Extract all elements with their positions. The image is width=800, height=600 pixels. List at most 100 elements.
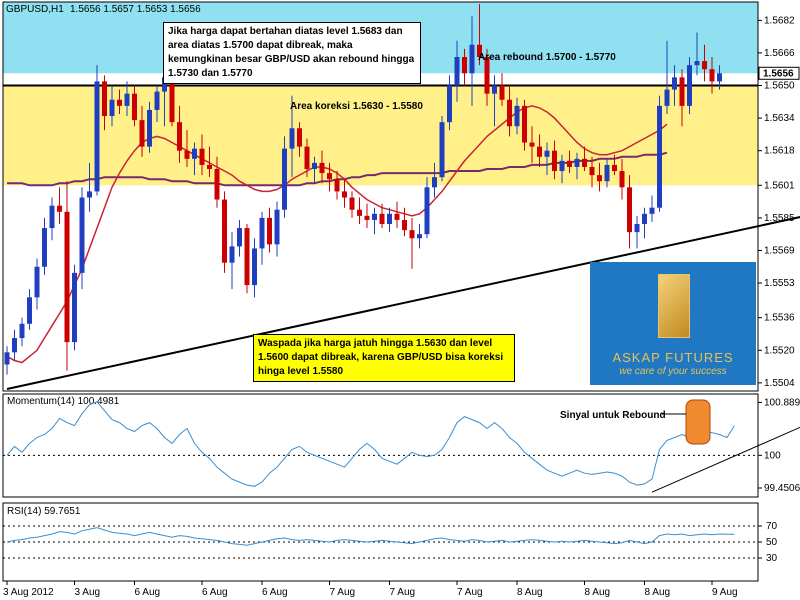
candle-body bbox=[147, 109, 152, 147]
candle-body bbox=[267, 217, 272, 245]
candle-body bbox=[642, 213, 647, 224]
momentum-axis: 100.8892 100 99.4506 bbox=[758, 397, 800, 494]
candle-body bbox=[514, 105, 520, 127]
candle bbox=[642, 207, 647, 239]
candle-body bbox=[162, 77, 167, 92]
candle-body bbox=[454, 56, 460, 86]
support-trendline bbox=[6, 216, 800, 390]
candle-body bbox=[597, 175, 602, 182]
candle bbox=[612, 154, 617, 176]
candle-body bbox=[4, 352, 10, 365]
candle bbox=[522, 99, 527, 151]
candle-body bbox=[559, 160, 565, 172]
candle bbox=[462, 48, 467, 86]
last-price-label: 1.5656 bbox=[763, 68, 794, 79]
logo-emblem-icon bbox=[658, 274, 690, 338]
rsi-axis: 70 50 30 bbox=[758, 521, 778, 564]
time-tick-label: 3 Aug 2012 bbox=[3, 587, 54, 598]
price-tick-label: 1.5585 bbox=[764, 213, 795, 224]
candle-body bbox=[252, 248, 257, 286]
candle bbox=[19, 317, 25, 347]
candle-body bbox=[177, 122, 182, 151]
candle bbox=[222, 191, 227, 273]
candle bbox=[79, 187, 85, 290]
candle bbox=[619, 158, 625, 200]
candle bbox=[267, 207, 272, 253]
candle bbox=[139, 105, 145, 157]
candle-body bbox=[469, 44, 475, 74]
candle-body bbox=[604, 164, 610, 182]
candle bbox=[327, 162, 332, 192]
candle bbox=[199, 134, 205, 176]
price-tick-label: 1.5682 bbox=[764, 15, 795, 26]
candle bbox=[282, 136, 287, 218]
askap-futures-logo: ASKAP FUTURES we care of your success bbox=[590, 262, 756, 385]
candle-body bbox=[169, 77, 175, 123]
time-tick-label: 8 Aug bbox=[517, 587, 543, 598]
rebound-area-label: Area rebound 1.5700 - 1.5770 bbox=[478, 52, 616, 63]
candle bbox=[132, 85, 137, 127]
candle-body bbox=[139, 120, 145, 147]
price-tick-label: 1.5553 bbox=[764, 278, 795, 289]
candle-body bbox=[717, 73, 722, 82]
momentum-panel-frame bbox=[2, 393, 759, 498]
candle-body bbox=[402, 219, 407, 231]
candle bbox=[49, 197, 55, 241]
candle bbox=[484, 48, 490, 106]
candle bbox=[664, 40, 670, 115]
price-tick-label: 1.5569 bbox=[764, 245, 795, 256]
price-axis: 1.5682 1.5666 1.5650 1.5634 1.5618 1.5601 1.55… bbox=[758, 15, 800, 389]
candle bbox=[492, 75, 497, 127]
logo-name: ASKAP FUTURES bbox=[612, 350, 734, 365]
logo-tagline: we care of your success bbox=[619, 366, 727, 377]
candle-body bbox=[132, 93, 137, 121]
candle-body bbox=[544, 150, 550, 157]
candle bbox=[214, 156, 220, 208]
price-chart-frame bbox=[2, 1, 759, 392]
candle-body bbox=[214, 169, 220, 200]
candle-body bbox=[229, 246, 235, 263]
candle bbox=[72, 264, 77, 351]
candle-body bbox=[282, 148, 287, 210]
candle bbox=[94, 65, 100, 196]
candle-body bbox=[304, 146, 310, 170]
candle-body bbox=[394, 213, 400, 220]
candle bbox=[687, 56, 692, 115]
candle bbox=[207, 146, 212, 178]
candle-body bbox=[627, 187, 632, 233]
candle-body bbox=[409, 230, 415, 239]
rsi-panel: RSI(14) 59.7651 70 50 30 bbox=[2, 502, 778, 582]
candle-body bbox=[79, 197, 85, 273]
candle bbox=[312, 156, 317, 184]
candle-body bbox=[702, 61, 707, 70]
momentum-panel: Momentum(14) 100.4981 100.8892 100 99.4506 bbox=[2, 393, 800, 498]
candle bbox=[717, 65, 722, 90]
candle bbox=[567, 150, 572, 174]
candle bbox=[694, 32, 700, 76]
candle bbox=[634, 215, 640, 249]
candle bbox=[57, 187, 62, 224]
candle-body bbox=[192, 148, 197, 159]
momentum-title: Momentum(14) 100.4981 bbox=[7, 396, 120, 407]
candle bbox=[244, 223, 250, 294]
candle-body bbox=[12, 338, 17, 353]
rsi-line bbox=[6, 527, 735, 546]
candle-body bbox=[34, 266, 40, 298]
candle bbox=[4, 346, 10, 375]
candle-body bbox=[259, 217, 265, 249]
price-tick-label: 1.5504 bbox=[764, 378, 795, 389]
candle bbox=[274, 201, 280, 257]
candle bbox=[672, 65, 677, 106]
candle-body bbox=[492, 85, 497, 94]
candle-body bbox=[207, 164, 212, 170]
candle-body bbox=[709, 69, 715, 82]
price-tick-label: 1.5634 bbox=[764, 113, 795, 124]
time-tick-label: 6 Aug bbox=[262, 587, 288, 598]
candle bbox=[559, 154, 565, 184]
candle-body bbox=[327, 173, 332, 180]
candle-body bbox=[499, 85, 505, 100]
candle-body bbox=[679, 77, 685, 106]
rsi-tick-label: 70 bbox=[766, 521, 778, 532]
candle bbox=[424, 177, 430, 239]
chart-symbol: GBPUSD,H1 bbox=[6, 4, 64, 15]
